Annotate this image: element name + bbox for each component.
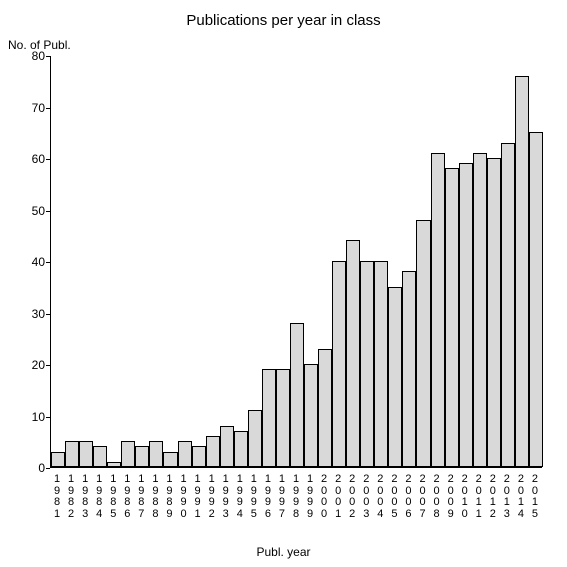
xtick-label: 1992 [205,474,219,520]
bar [318,349,332,467]
ytick-label: 20 [15,358,45,372]
xtick-label: 1988 [148,474,162,520]
bar [388,287,402,467]
xtick-label: 2006 [401,474,415,520]
xtick-label: 2003 [359,474,373,520]
bar [135,446,149,467]
xtick-label: 2009 [444,474,458,520]
xtick-label: 1983 [78,474,92,520]
bar [304,364,318,467]
bar [248,410,262,467]
xtick-label: 1999 [303,474,317,520]
bar [65,441,79,467]
ytick-mark [46,365,50,366]
xtick-label: 2014 [514,474,528,520]
xtick-label: 1997 [275,474,289,520]
xtick-label: 1984 [92,474,106,520]
bar [290,323,304,467]
bar [192,446,206,467]
xtick-label: 2010 [458,474,472,520]
xtick-label: 2002 [345,474,359,520]
ytick-label: 80 [15,49,45,63]
ytick-label: 30 [15,307,45,321]
bar [51,452,65,467]
bar [487,158,501,467]
bar [473,153,487,467]
xtick-label: 1985 [106,474,120,520]
xtick-label: 2008 [430,474,444,520]
xtick-label: 2011 [472,474,486,520]
xtick-label: 2005 [387,474,401,520]
bar [374,261,388,467]
xtick-label: 1989 [162,474,176,520]
bar [262,369,276,467]
ytick-label: 40 [15,255,45,269]
ytick-label: 50 [15,204,45,218]
bar [107,462,121,467]
ytick-mark [46,108,50,109]
bar [206,436,220,467]
bar [402,271,416,467]
bar [332,261,346,467]
xtick-label: 1991 [191,474,205,520]
xtick-label: 1993 [219,474,233,520]
ytick-label: 10 [15,410,45,424]
bar [149,441,163,467]
x-axis-label: Publ. year [0,545,567,559]
chart-container: Publications per year in class No. of Pu… [0,0,567,567]
ytick-mark [46,56,50,57]
bar [79,441,93,467]
bar [178,441,192,467]
bar [220,426,234,467]
xtick-label: 2012 [486,474,500,520]
bar [431,153,445,467]
plot-area [50,56,542,468]
bar [234,431,248,467]
bar [276,369,290,467]
xtick-label: 1996 [261,474,275,520]
bar [93,446,107,467]
bar [445,168,459,467]
bar [459,163,473,467]
ytick-label: 70 [15,101,45,115]
xtick-label: 2004 [373,474,387,520]
bar [163,452,177,467]
bar [346,240,360,467]
ytick-mark [46,159,50,160]
bar [360,261,374,467]
xtick-label: 2013 [500,474,514,520]
ytick-mark [46,211,50,212]
xtick-label: 1982 [64,474,78,520]
xtick-label: 1987 [134,474,148,520]
ytick-mark [46,417,50,418]
xtick-label: 1998 [289,474,303,520]
ytick-mark [46,468,50,469]
ytick-label: 60 [15,152,45,166]
bar [416,220,430,467]
bar [529,132,543,467]
xtick-label: 1995 [247,474,261,520]
bar [501,143,515,467]
xtick-label: 2015 [528,474,542,520]
chart-title: Publications per year in class [0,12,567,29]
xtick-label: 1981 [50,474,64,520]
xtick-label: 2000 [317,474,331,520]
ytick-label: 0 [15,461,45,475]
xtick-label: 1994 [233,474,247,520]
ytick-mark [46,314,50,315]
bar [515,76,529,467]
xtick-label: 2007 [416,474,430,520]
bar [121,441,135,467]
ytick-mark [46,262,50,263]
bars-group [51,56,542,467]
xtick-label: 1986 [120,474,134,520]
xtick-label: 1990 [177,474,191,520]
xtick-label: 2001 [331,474,345,520]
